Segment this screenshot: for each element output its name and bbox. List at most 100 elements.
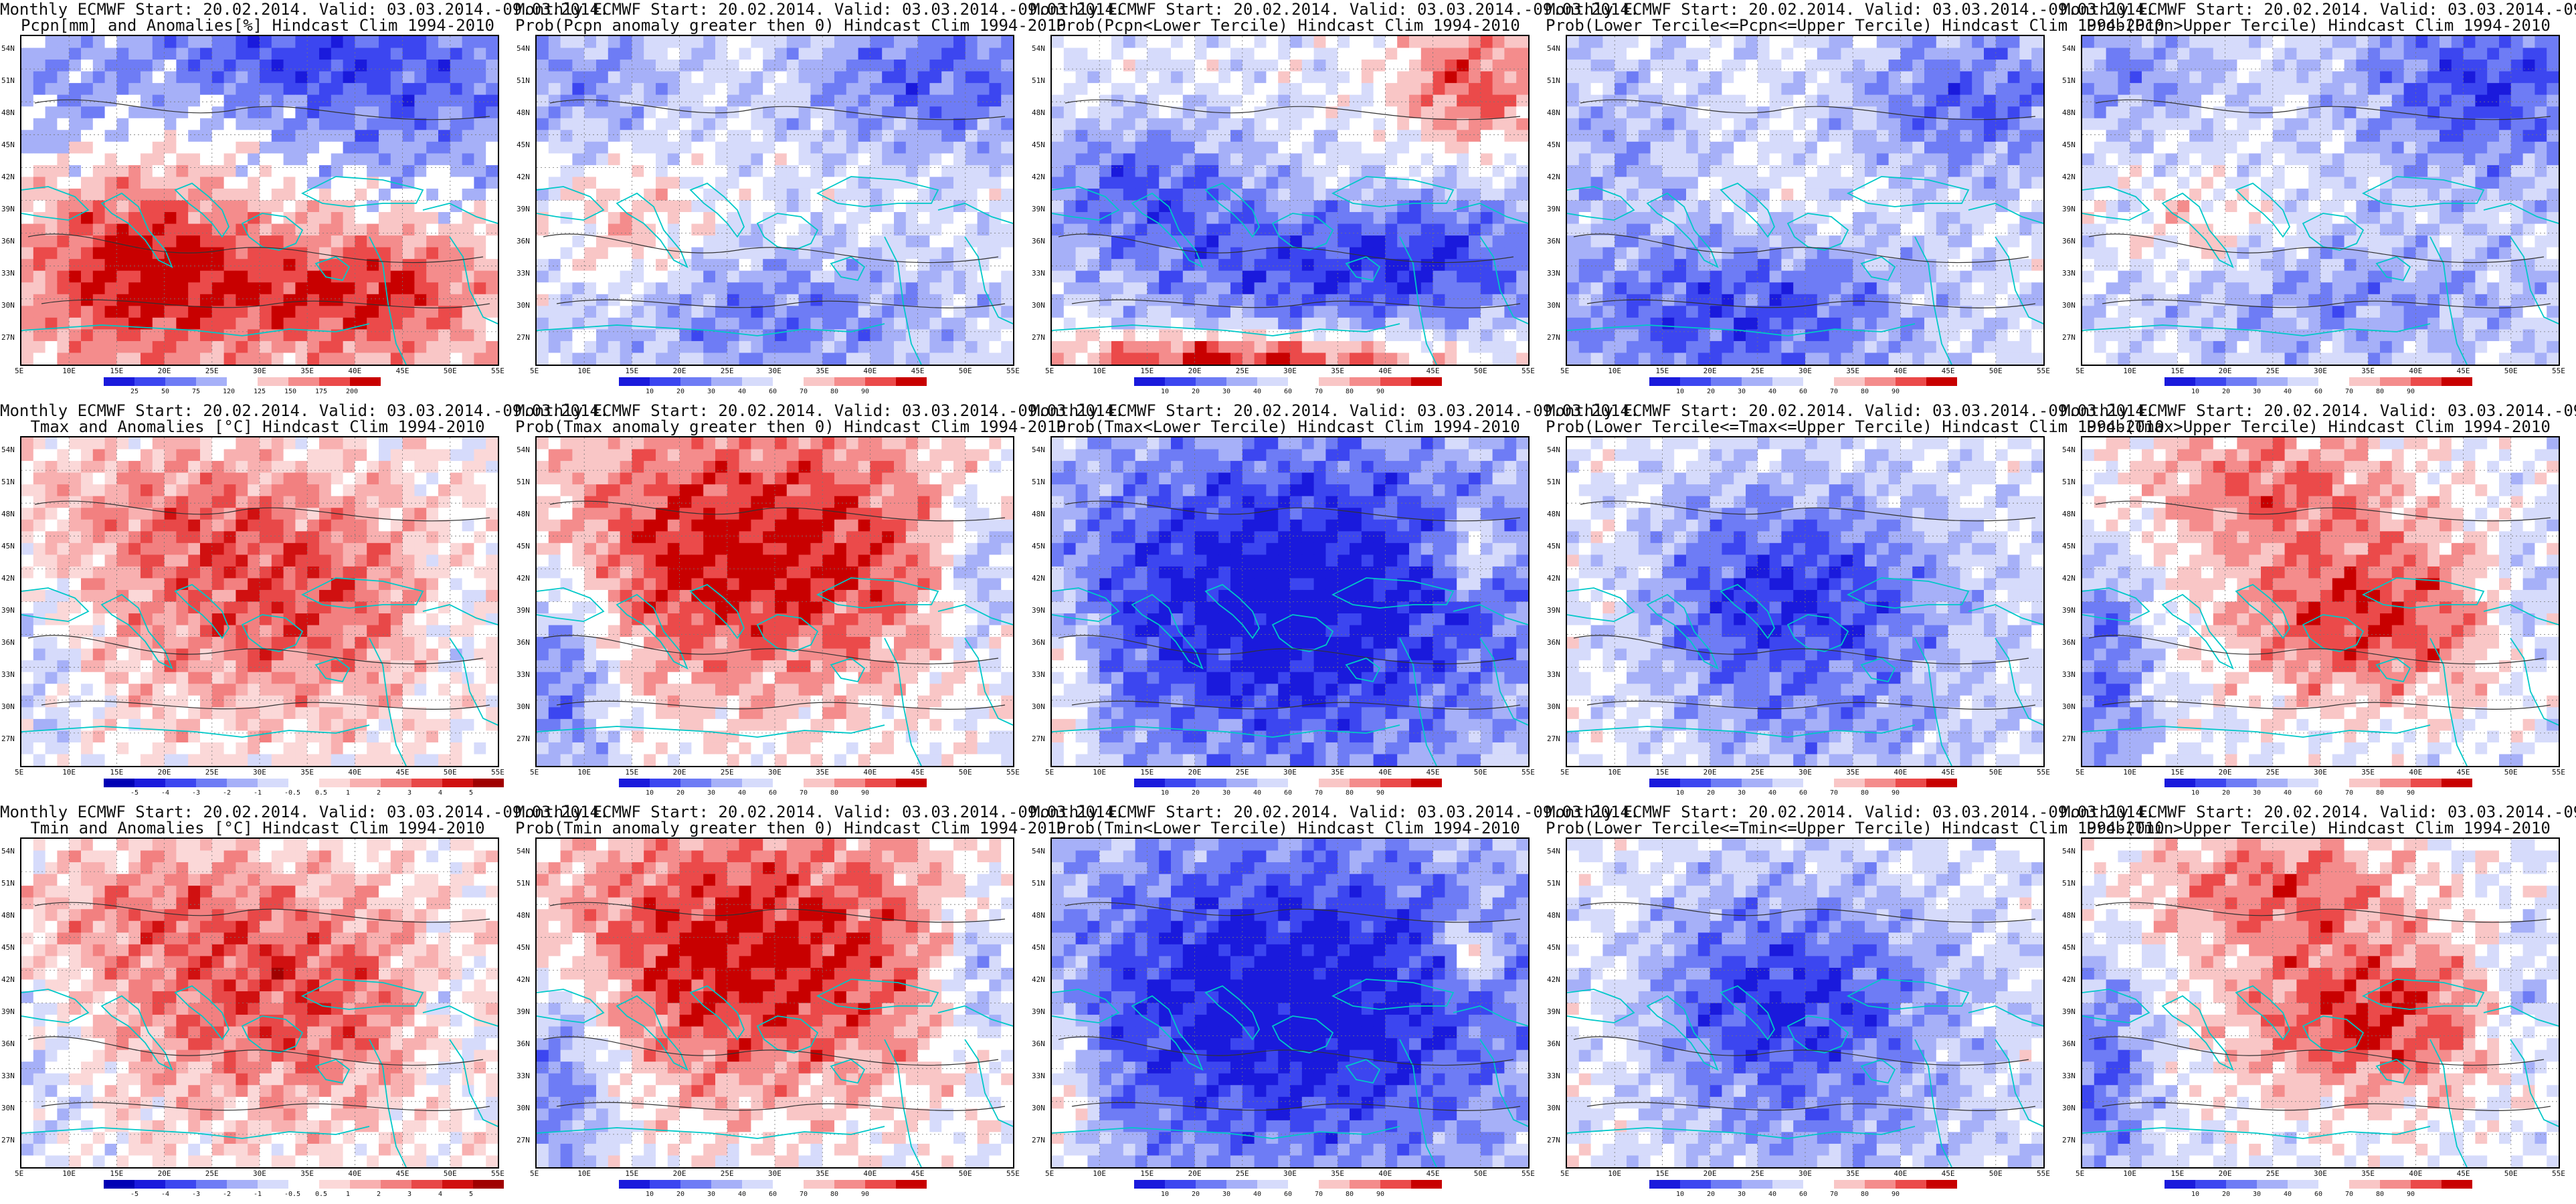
map-cell	[1567, 247, 1580, 260]
map-cell	[1492, 317, 1505, 330]
map-cell	[1075, 60, 1088, 72]
map-cell	[584, 47, 597, 60]
colorbar-segment	[1926, 377, 1957, 386]
map-cell	[248, 177, 260, 189]
panel-title-line1: Monthly ECMWF Start: 20.02.2014. Valid: …	[1546, 0, 2155, 19]
map-cell	[2189, 94, 2202, 107]
map-cell	[164, 130, 177, 142]
map-cell	[1924, 235, 1937, 248]
map-cell	[1457, 306, 1469, 318]
map-cell	[763, 247, 775, 260]
map-cell	[2356, 71, 2369, 84]
map-cell	[1865, 60, 1877, 72]
map-cell	[331, 270, 344, 283]
map-cell	[941, 60, 954, 72]
map-cell	[834, 294, 847, 306]
map-cell	[989, 270, 1002, 283]
map-cell	[965, 60, 978, 72]
map-cell	[572, 235, 585, 248]
map-cell	[1159, 83, 1172, 96]
map-cell	[81, 106, 94, 119]
map-cell	[355, 200, 367, 213]
map-cell	[715, 294, 728, 306]
map-cell	[846, 270, 859, 283]
map-cell	[1147, 200, 1160, 213]
map-cell	[1853, 340, 1865, 354]
map-cell	[727, 353, 740, 365]
map-cell	[1865, 106, 1877, 119]
map-cell	[1888, 71, 1901, 84]
map-cell	[152, 282, 165, 295]
map-cell	[1290, 340, 1303, 354]
map-cell	[596, 306, 609, 318]
map-cell	[104, 153, 117, 166]
map-cell	[941, 329, 954, 342]
map-cell	[1662, 259, 1675, 272]
map-cell	[248, 247, 260, 260]
map-cell	[1385, 94, 1398, 107]
map-cell	[1817, 223, 1830, 236]
map-cell	[2225, 83, 2237, 96]
map-cell	[667, 306, 680, 318]
map-cell	[1697, 294, 1711, 306]
map-cell	[703, 94, 716, 107]
map-cell	[1865, 153, 1877, 166]
map-cell	[727, 177, 740, 189]
map-cell	[402, 247, 415, 260]
map-cell	[116, 83, 129, 96]
map-cell	[283, 118, 296, 130]
map-cell	[989, 83, 1002, 96]
map-cell	[1972, 353, 1985, 365]
map-cell	[1278, 94, 1291, 107]
map-cell	[1242, 282, 1255, 295]
lon-tick-label: 55E	[2037, 367, 2050, 375]
map-cell	[128, 47, 141, 60]
map-cell	[307, 306, 320, 318]
map-cell	[2031, 329, 2043, 342]
map-cell	[1075, 141, 1088, 154]
map-cell	[858, 282, 870, 295]
map-cell	[1710, 294, 1722, 306]
map-cell	[1147, 353, 1160, 365]
map-cell	[1662, 247, 1675, 260]
map-cell	[1325, 353, 1338, 365]
colorbar-label: 10	[646, 388, 654, 395]
map-cell	[1960, 247, 1972, 260]
map-cell	[584, 353, 597, 365]
map-cell	[822, 165, 835, 178]
map-cell	[941, 188, 954, 201]
map-cell	[211, 247, 225, 260]
map-cell	[977, 47, 990, 60]
colorbar-label: 75	[192, 388, 201, 395]
map-cell	[1278, 247, 1291, 260]
map-cell	[1301, 188, 1315, 201]
map-cell	[2463, 47, 2476, 60]
map-cell	[1409, 200, 1422, 213]
map-cell	[1350, 282, 1362, 295]
map-cell	[283, 47, 296, 60]
map-cell	[2094, 83, 2107, 96]
map-cell	[474, 94, 486, 107]
map-cell	[858, 317, 870, 330]
map-cell	[1734, 71, 1746, 84]
map-cell	[1876, 36, 1890, 49]
map-cell	[1734, 47, 1746, 60]
map-cell	[1266, 165, 1279, 178]
map-cell	[33, 353, 46, 365]
map-cell	[486, 83, 498, 96]
map-cell	[474, 130, 486, 142]
map-cell	[355, 306, 367, 318]
map-cell	[200, 340, 213, 354]
lon-tick-label: 30E	[253, 367, 266, 375]
map-cell	[33, 130, 46, 142]
map-cell	[1385, 83, 1398, 96]
map-cell	[1099, 106, 1112, 119]
map-cell	[438, 165, 451, 178]
map-cell	[1373, 353, 1386, 365]
map-cell	[1793, 353, 1806, 365]
map-cell	[751, 71, 763, 84]
map-cell	[21, 223, 34, 236]
map-cell	[1781, 118, 1794, 130]
map-cell	[1516, 141, 1528, 154]
map-cell	[283, 83, 296, 96]
